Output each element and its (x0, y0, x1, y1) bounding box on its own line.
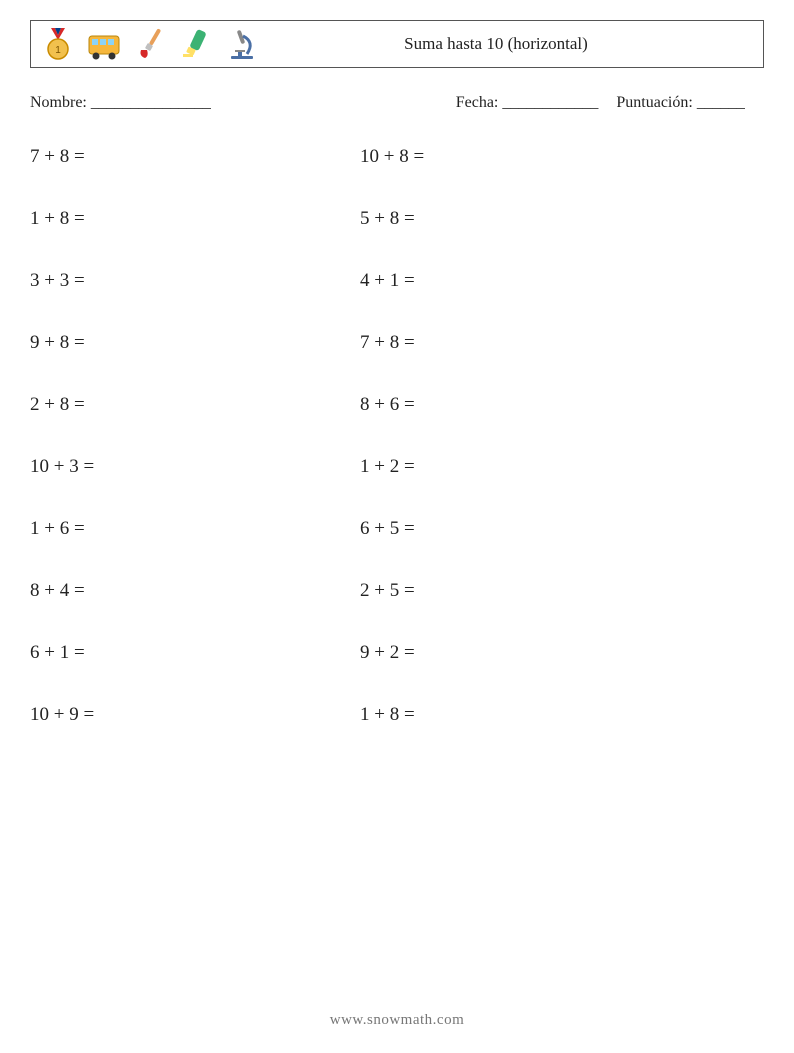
score-label: Puntuación: (616, 94, 692, 111)
score-line: ______ (697, 94, 745, 111)
name-line: _______________ (91, 94, 211, 111)
score-field: Puntuación: ______ (616, 94, 744, 112)
problem: 8 + 4 = (30, 580, 360, 602)
worksheet-title: Suma hasta 10 (horizontal) (259, 34, 753, 54)
problem: 9 + 2 = (360, 642, 424, 664)
problem: 3 + 3 = (30, 270, 360, 292)
highlighter-icon (179, 26, 213, 62)
problems-area: 7 + 8 = 1 + 8 = 3 + 3 = 9 + 8 = 2 + 8 = … (30, 146, 764, 726)
problem: 4 + 1 = (360, 270, 424, 292)
microscope-icon (225, 26, 259, 62)
problem: 6 + 5 = (360, 518, 424, 540)
problem: 2 + 8 = (30, 394, 360, 416)
footer-url: www.snowmath.com (0, 1012, 794, 1029)
problem: 10 + 8 = (360, 146, 424, 168)
problem: 7 + 8 = (30, 146, 360, 168)
info-row: Nombre: _______________ Fecha: _________… (30, 94, 764, 112)
paintbrush-icon (133, 26, 167, 62)
problems-column-b: 10 + 8 = 5 + 8 = 4 + 1 = 7 + 8 = 8 + 6 =… (360, 146, 424, 726)
date-field: Fecha: ____________ (456, 94, 599, 112)
problem: 5 + 8 = (360, 208, 424, 230)
problem: 9 + 8 = (30, 332, 360, 354)
problem: 6 + 1 = (30, 642, 360, 664)
name-label: Nombre: (30, 94, 87, 111)
medal-icon: 1 (41, 26, 75, 62)
problem: 10 + 9 = (30, 704, 360, 726)
problem: 7 + 8 = (360, 332, 424, 354)
problem: 1 + 2 = (360, 456, 424, 478)
header-box: 1 (30, 20, 764, 68)
name-field: Nombre: _______________ (30, 94, 456, 112)
problem: 1 + 8 = (360, 704, 424, 726)
header-icons: 1 (41, 26, 259, 62)
problem: 2 + 5 = (360, 580, 424, 602)
date-line: ____________ (502, 94, 598, 111)
school-bus-icon (87, 26, 121, 62)
date-label: Fecha: (456, 94, 499, 111)
problem: 1 + 8 = (30, 208, 360, 230)
problem: 10 + 3 = (30, 456, 360, 478)
problems-column-a: 7 + 8 = 1 + 8 = 3 + 3 = 9 + 8 = 2 + 8 = … (30, 146, 360, 726)
problem: 8 + 6 = (360, 394, 424, 416)
svg-text:1: 1 (55, 45, 61, 56)
problem: 1 + 6 = (30, 518, 360, 540)
